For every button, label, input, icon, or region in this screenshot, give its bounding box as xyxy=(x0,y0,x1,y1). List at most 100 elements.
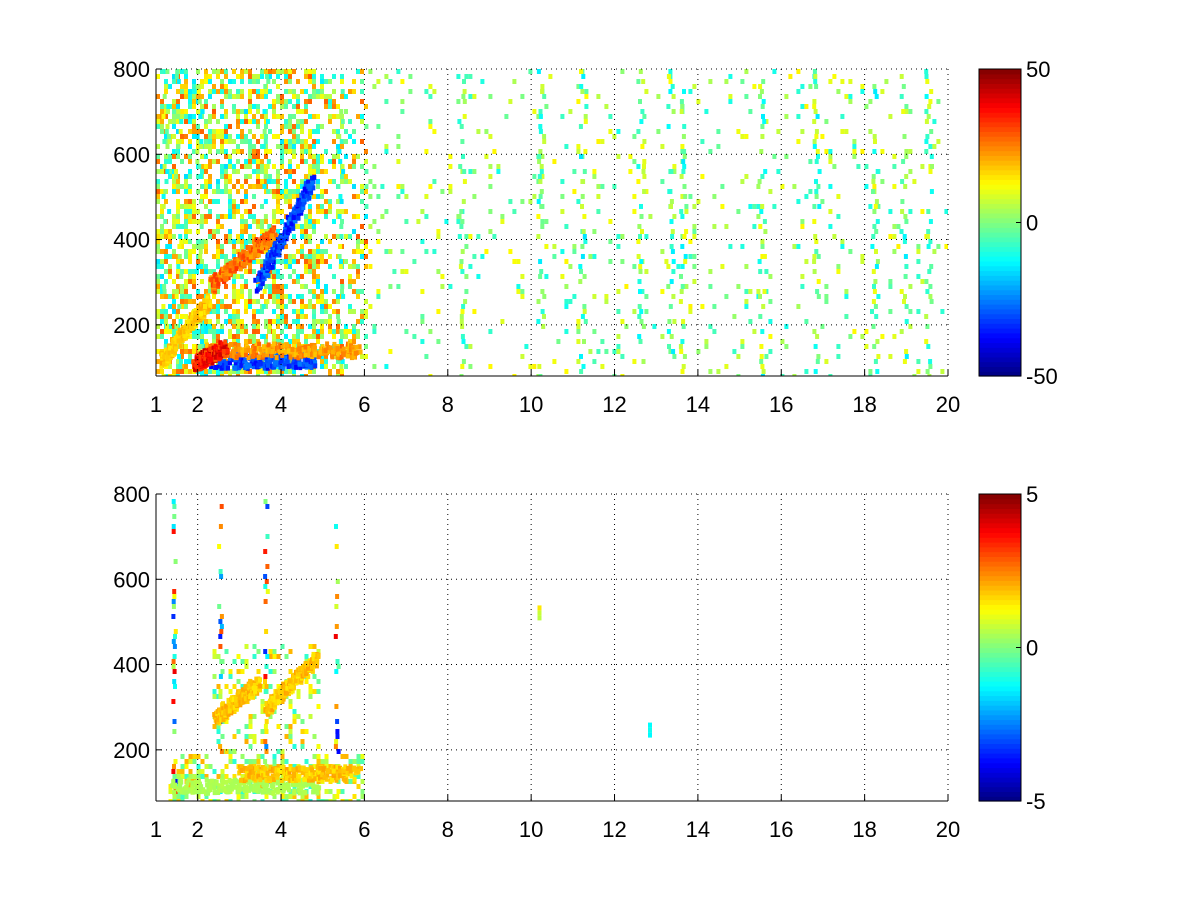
heatmap-cell xyxy=(784,344,789,349)
heatmap-cell xyxy=(460,269,465,274)
heatmap-cell xyxy=(892,334,897,339)
streak-cell xyxy=(339,234,344,239)
heatmap-cell xyxy=(284,369,288,374)
heatmap-cell xyxy=(220,214,224,219)
heatmap-cell xyxy=(316,219,320,224)
heatmap-cell xyxy=(216,339,220,344)
feature-cell-0 xyxy=(196,778,201,784)
heatmap-cell xyxy=(184,119,188,124)
heatmap-cell xyxy=(232,299,236,304)
feature-cell-5 xyxy=(179,329,184,335)
heatmap-cell xyxy=(180,89,184,94)
heatmap-cell xyxy=(188,159,192,164)
heatmap-cell xyxy=(164,229,168,234)
heatmap-cell xyxy=(280,329,284,334)
feature-cell-1 xyxy=(312,344,317,350)
heatmap-cell xyxy=(276,289,280,294)
heatmap-cell xyxy=(708,149,713,154)
heatmap-cell xyxy=(232,709,237,714)
heatmap-cell xyxy=(360,89,364,94)
heatmap-cell xyxy=(240,164,244,169)
streak-cell xyxy=(925,234,930,239)
heatmap-cell xyxy=(292,299,296,304)
heatmap-cell xyxy=(840,239,845,244)
heatmap-cell xyxy=(272,369,276,374)
heatmap-cell xyxy=(156,314,160,319)
streak-cell xyxy=(639,214,644,219)
streak-cell xyxy=(902,134,907,139)
streak-cell xyxy=(815,359,820,364)
feature-cell-0 xyxy=(256,785,261,791)
streak-cell xyxy=(678,299,683,304)
heatmap-cell xyxy=(720,184,725,189)
streak-cell xyxy=(679,109,684,114)
heatmap-cell xyxy=(268,149,272,154)
heatmap-cell xyxy=(216,304,220,309)
heatmap-cell xyxy=(252,159,256,164)
streak-cell xyxy=(339,329,344,334)
heatmap-cell xyxy=(312,754,317,759)
heatmap-cell xyxy=(708,79,713,84)
feature-cell-0 xyxy=(236,365,241,371)
heatmap-cell xyxy=(616,154,621,159)
heatmap-cell xyxy=(888,209,893,214)
heatmap-cell xyxy=(324,289,328,294)
heatmap-cell xyxy=(160,99,164,104)
streak-cell xyxy=(904,174,909,179)
heatmap-cell xyxy=(344,799,349,801)
feature-cell-0 xyxy=(282,785,287,791)
heatmap-cell xyxy=(740,244,745,249)
feature-cell-0 xyxy=(210,778,215,784)
heatmap-cell xyxy=(556,339,561,344)
heatmap-cell xyxy=(284,324,288,329)
heatmap-cell xyxy=(228,199,232,204)
heatmap-cell xyxy=(244,109,248,114)
heatmap-cell xyxy=(288,649,293,654)
feature-cell-0 xyxy=(214,789,219,795)
heatmap-cell xyxy=(296,294,300,299)
streak-cell xyxy=(539,204,544,209)
streak-cell xyxy=(761,369,766,374)
heatmap-cell xyxy=(824,149,829,154)
heatmap-cell xyxy=(176,769,181,774)
heatmap-cell xyxy=(372,84,377,89)
heatmap-cell xyxy=(216,214,220,219)
feature-cell-0 xyxy=(214,779,219,785)
heatmap-cell xyxy=(288,99,292,104)
feature-cell-0 xyxy=(177,787,181,793)
x-tick-label: 16 xyxy=(769,392,793,417)
heatmap-cell xyxy=(224,304,228,309)
heatmap-cell xyxy=(264,249,268,254)
streak-cell xyxy=(161,114,166,119)
colorbar-segment xyxy=(979,92,1021,99)
heatmap-cell xyxy=(160,209,164,214)
streak-cell xyxy=(538,129,543,134)
heatmap-cell xyxy=(824,299,829,304)
heatmap-cell xyxy=(276,94,280,99)
heatmap-cell xyxy=(460,139,465,144)
heatmap-cell xyxy=(212,144,216,149)
heatmap-cell xyxy=(536,319,541,324)
heatmap-cell xyxy=(520,274,525,279)
heatmap-cell xyxy=(360,789,365,794)
feature-cell-5 xyxy=(167,350,172,356)
heatmap-cell xyxy=(316,254,320,259)
heatmap-cell xyxy=(360,289,364,294)
heatmap-cell xyxy=(352,759,357,764)
heatmap-cell xyxy=(200,84,204,89)
streak-cell xyxy=(339,139,344,144)
heatmap-cell xyxy=(184,89,188,94)
heatmap-cell xyxy=(204,219,208,224)
heatmap-cell xyxy=(312,144,316,149)
heatmap-cell xyxy=(172,794,177,799)
heatmap-cell xyxy=(184,179,188,184)
heatmap-cell xyxy=(192,249,196,254)
heatmap-cell xyxy=(164,269,168,274)
heatmap-cell xyxy=(216,74,220,79)
heatmap-cell xyxy=(184,239,188,244)
streak-cell xyxy=(667,189,672,194)
heatmap-cell xyxy=(280,219,284,224)
heatmap-cell xyxy=(260,684,265,689)
heatmap-cell xyxy=(212,649,217,654)
heatmap-cell xyxy=(292,794,297,799)
